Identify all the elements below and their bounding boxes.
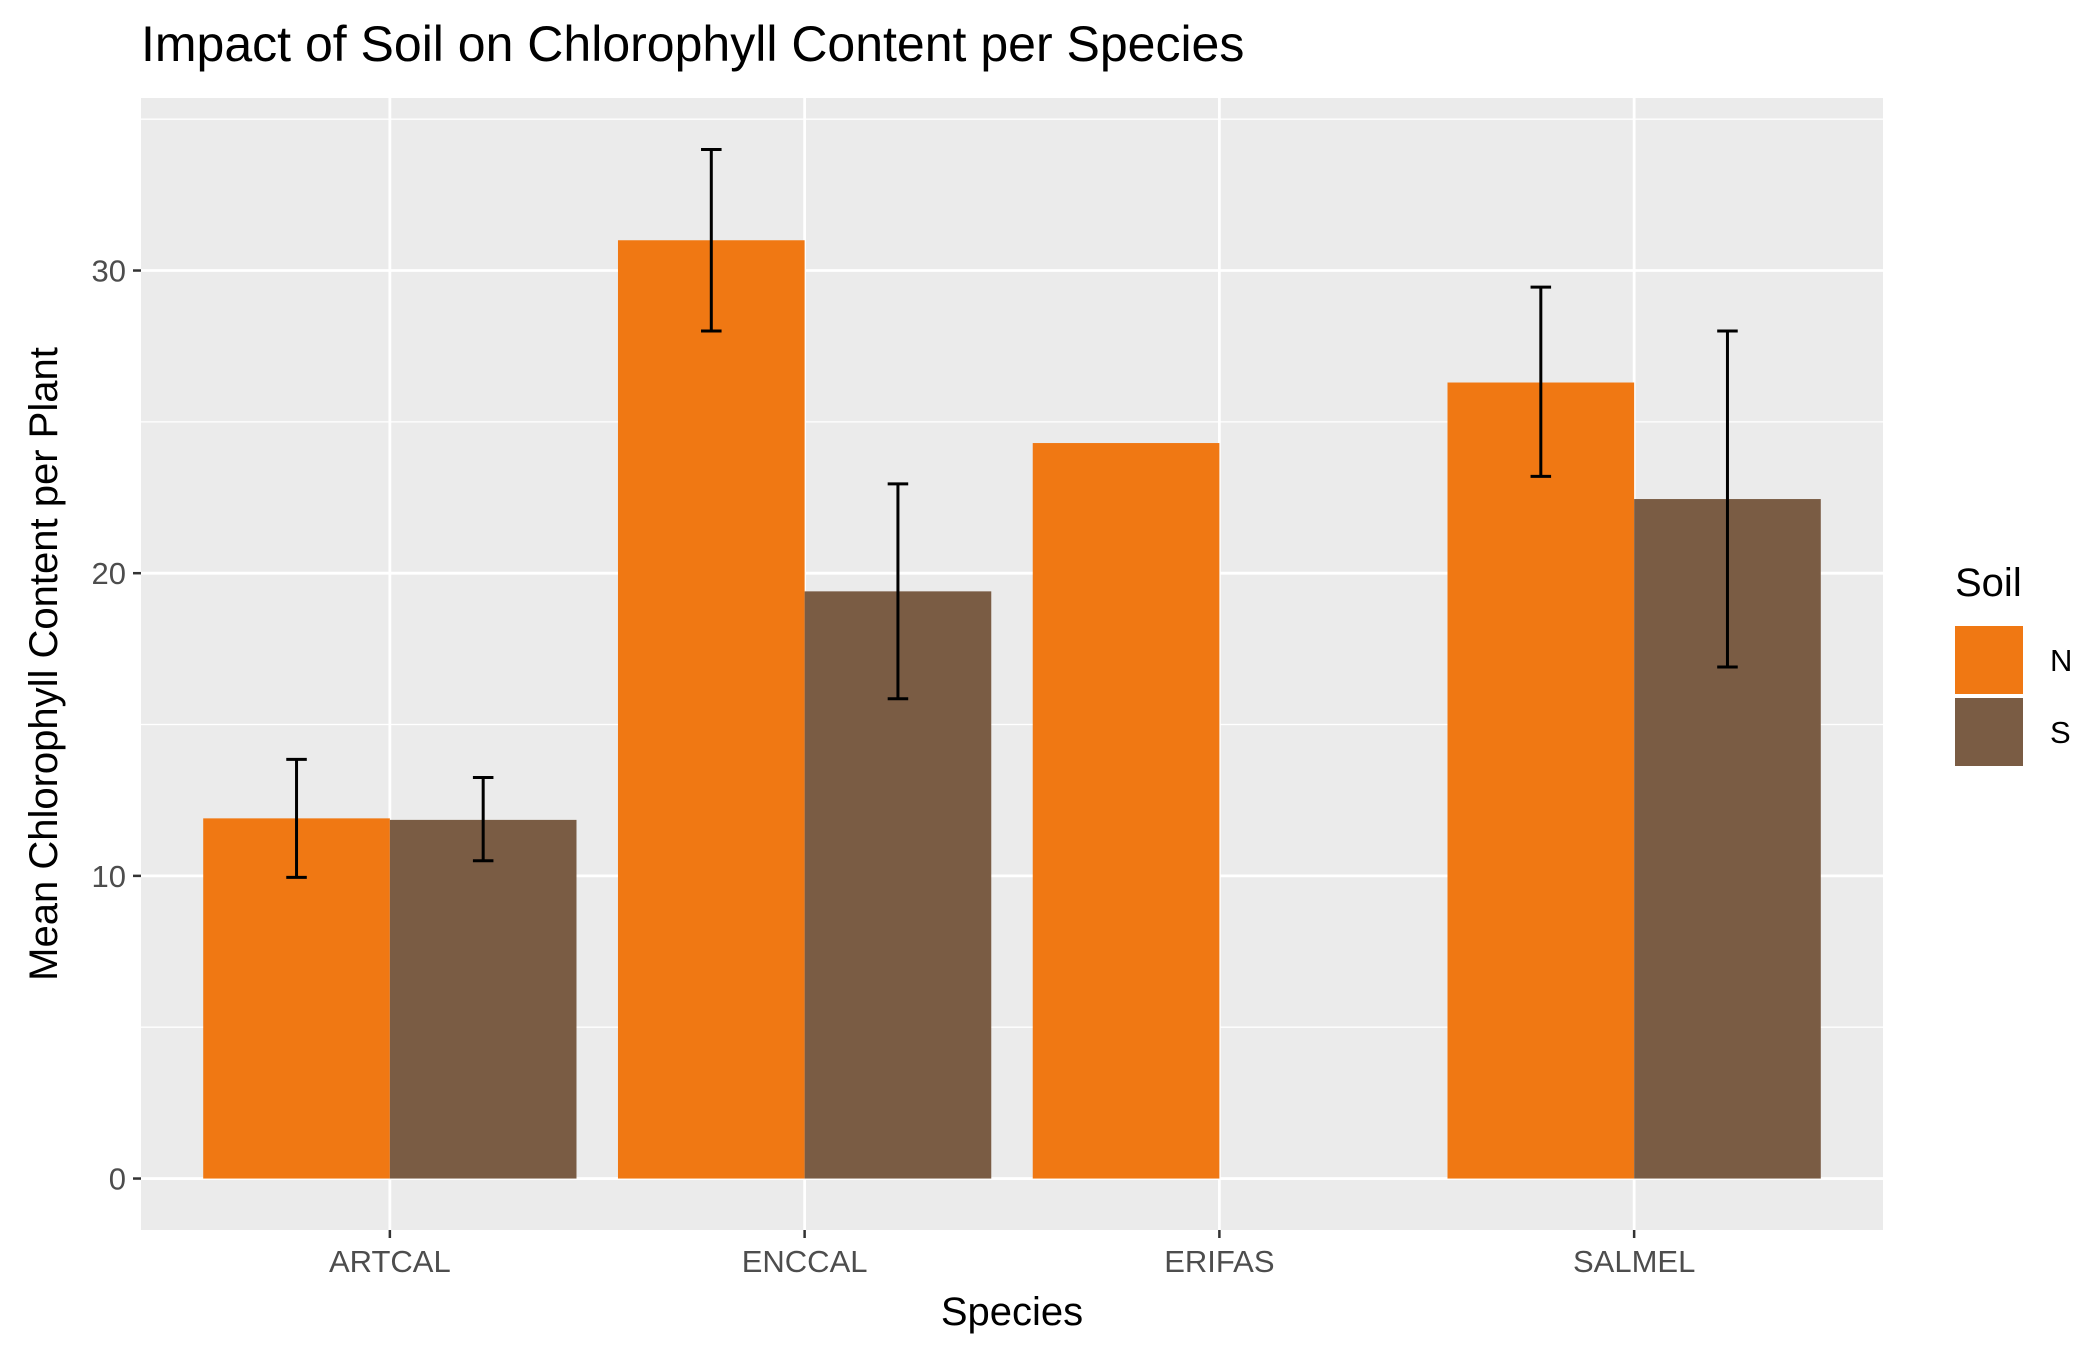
y-tick-label: 20 — [92, 556, 126, 591]
errorbar-N-ARTCAL — [286, 757, 307, 879]
x-axis-title: Species — [941, 1290, 1083, 1334]
errorbar-N-SALMEL — [1530, 285, 1552, 478]
legend-label-N: N — [2050, 643, 2072, 678]
bar-N-ENCCAL — [617, 240, 805, 1179]
bar-N-SALMEL — [1447, 382, 1635, 1179]
bar-S-ARTCAL — [389, 819, 577, 1179]
x-tick-label: ARTCAL — [329, 1244, 451, 1279]
errorbar-S-ENCCAL — [887, 482, 909, 701]
errorbar-S-ARTCAL — [472, 776, 494, 863]
x-tick-label: ERIFAS — [1164, 1244, 1274, 1279]
chart-title: Impact of Soil on Chlorophyll Content pe… — [141, 16, 1244, 72]
bar-N-ERIFAS — [1032, 443, 1220, 1179]
errorbar-S-SALMEL — [1717, 329, 1738, 669]
y-axis-ticks: 0 10 20 30 — [92, 254, 141, 1197]
x-axis-ticks: ARTCAL ENCCAL ERIFAS SALMEL — [329, 1230, 1695, 1279]
y-tick-label: 0 — [109, 1162, 126, 1197]
y-axis-title: Mean Chlorophyll Content per Plant — [22, 347, 66, 981]
bars — [203, 240, 1821, 1179]
legend-key-N — [1955, 626, 2023, 694]
legend: Soil N S — [1955, 561, 2072, 766]
y-tick-label: 10 — [92, 859, 126, 894]
legend-label-S: S — [2050, 715, 2071, 750]
y-tick-label: 30 — [92, 254, 126, 289]
legend-title: Soil — [1955, 561, 2022, 605]
error-bars — [286, 147, 1738, 879]
errorbar-N-ENCCAL — [701, 147, 722, 333]
legend-key-S — [1955, 698, 2023, 766]
x-tick-label: ENCCAL — [742, 1244, 868, 1279]
x-tick-label: SALMEL — [1573, 1244, 1695, 1279]
